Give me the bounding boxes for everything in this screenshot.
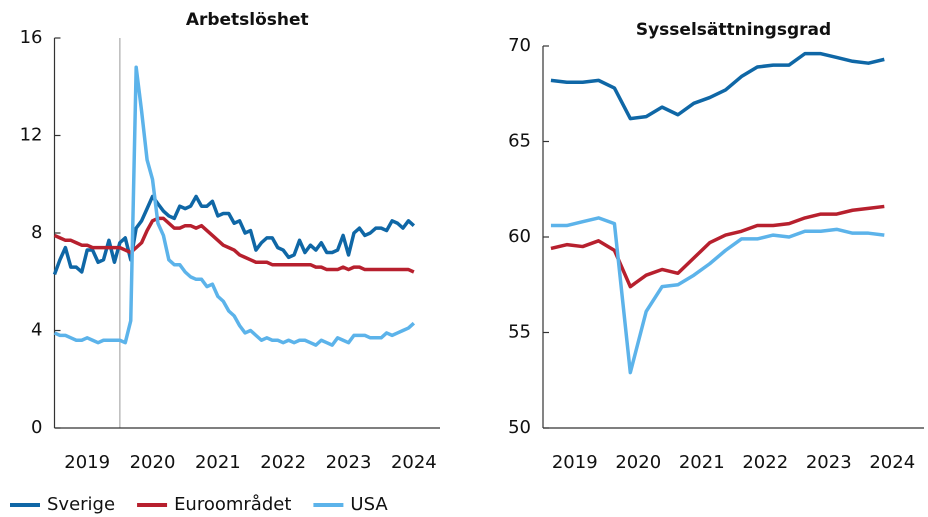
line-series — [550, 204, 885, 289]
y-tick-label: 55 — [508, 322, 531, 343]
chart-title: Sysselsättningsgrad — [636, 20, 831, 40]
x-tick-label: 2020 — [615, 452, 661, 473]
x-tick-label: 2021 — [195, 452, 241, 473]
y-tick-label: 70 — [508, 35, 531, 56]
y-tick-label: 16 — [20, 27, 43, 48]
x-tick-label: 2023 — [326, 452, 372, 473]
y-tick-label: 8 — [31, 222, 42, 243]
x-tick-label: 2022 — [742, 452, 788, 473]
line-series — [550, 51, 885, 121]
legend-label: USA — [350, 494, 388, 515]
x-tick-label: 2020 — [130, 452, 176, 473]
line-series — [53, 216, 415, 274]
y-tick-label: 12 — [20, 125, 43, 146]
line-series — [550, 216, 885, 375]
x-tick-label: 2019 — [552, 452, 598, 473]
chart-title: Arbetslöshet — [186, 10, 309, 30]
y-tick-label: 60 — [508, 226, 531, 247]
y-tick-label: 4 — [31, 320, 42, 341]
x-tick-label: 2024 — [391, 452, 437, 473]
legend-label: Sverige — [47, 494, 115, 515]
x-tick-label: 2024 — [869, 452, 915, 473]
x-tick-label: 2021 — [679, 452, 725, 473]
y-tick-label: 0 — [31, 417, 42, 438]
legend-label: Euroområdet — [174, 494, 291, 515]
x-tick-label: 2022 — [260, 452, 306, 473]
x-tick-label: 2019 — [64, 452, 110, 473]
line-series — [52, 194, 416, 276]
y-tick-label: 50 — [508, 417, 531, 438]
y-tick-label: 65 — [508, 131, 531, 152]
x-tick-label: 2023 — [806, 452, 852, 473]
line-series — [53, 65, 416, 347]
